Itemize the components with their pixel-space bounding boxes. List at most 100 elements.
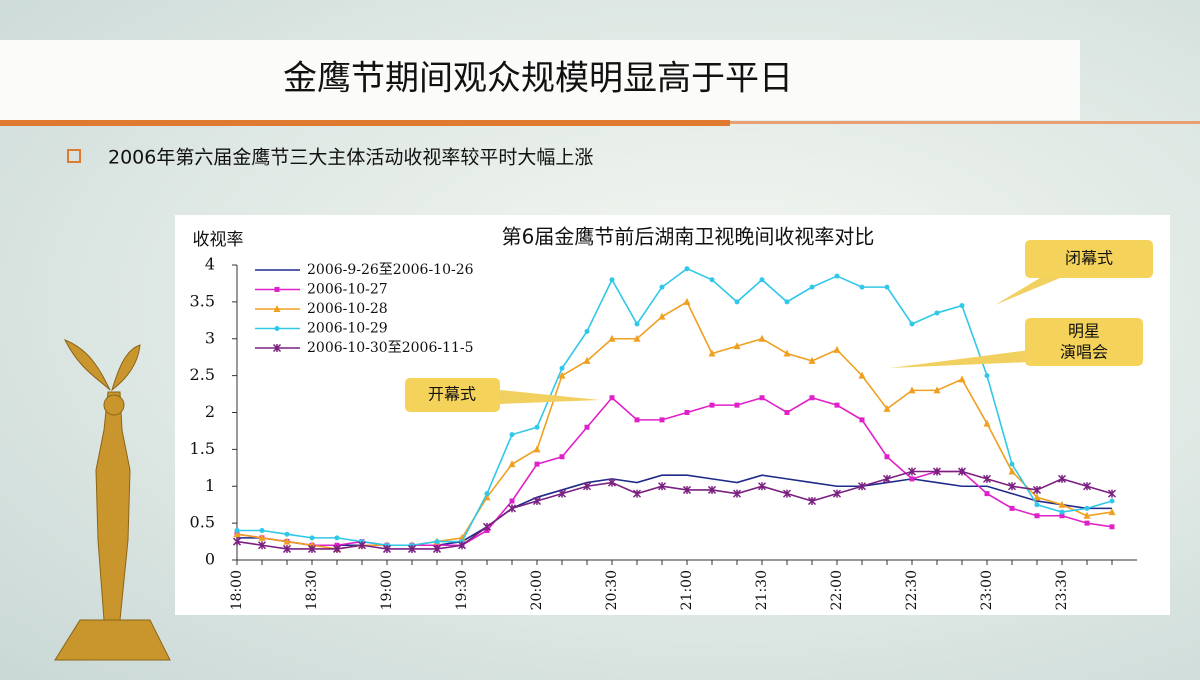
point xyxy=(1108,508,1116,516)
point xyxy=(1083,511,1091,519)
point xyxy=(782,489,792,498)
point xyxy=(658,312,666,320)
point xyxy=(734,299,740,305)
callout-text: 闭幕式 xyxy=(1065,249,1113,268)
point xyxy=(1058,500,1066,508)
point xyxy=(457,541,467,550)
point xyxy=(258,533,266,541)
x-tick-label: 18:00 xyxy=(229,570,245,610)
point xyxy=(657,482,667,491)
title-rule-thin xyxy=(730,121,1200,124)
point xyxy=(1107,489,1117,498)
point xyxy=(334,535,340,541)
chart-title: 第6届金鹰节前后湖南卫视晚间收视率对比 xyxy=(502,225,875,249)
point xyxy=(859,417,865,423)
point xyxy=(734,402,740,408)
point xyxy=(708,349,716,357)
point xyxy=(509,498,515,504)
point xyxy=(534,424,540,430)
point xyxy=(733,342,741,350)
y-tick-label: 2.5 xyxy=(190,365,215,384)
point xyxy=(584,424,590,430)
point xyxy=(1082,482,1092,491)
point xyxy=(232,537,242,546)
point xyxy=(907,467,917,476)
point xyxy=(857,482,867,491)
point xyxy=(609,277,615,283)
point xyxy=(659,417,665,423)
point xyxy=(1084,520,1090,526)
point xyxy=(984,373,990,379)
point xyxy=(682,485,692,494)
point xyxy=(909,321,915,327)
y-axis-label: 收视率 xyxy=(193,230,244,250)
point xyxy=(1109,524,1115,530)
point xyxy=(984,491,990,497)
legend-label: 2006-10-27 xyxy=(307,282,388,298)
point xyxy=(983,419,991,427)
point xyxy=(583,356,591,364)
point xyxy=(432,544,442,553)
point xyxy=(559,454,565,460)
point xyxy=(559,365,565,371)
point xyxy=(1008,467,1016,475)
legend-label: 2006-9-26至2006-10-26 xyxy=(307,262,474,278)
point xyxy=(908,386,916,394)
callout-text: 明星 xyxy=(1068,322,1100,341)
point xyxy=(784,410,790,415)
point xyxy=(632,489,642,498)
point xyxy=(532,496,542,506)
point xyxy=(932,467,942,476)
point xyxy=(634,321,640,327)
point xyxy=(482,522,492,531)
point xyxy=(934,310,940,316)
point xyxy=(884,284,890,290)
point xyxy=(534,461,540,467)
point xyxy=(307,544,317,553)
point xyxy=(832,489,842,498)
point xyxy=(607,478,617,487)
point xyxy=(883,404,891,412)
x-tick-label: 18:30 xyxy=(304,570,320,610)
callout-pointer xyxy=(890,350,1030,368)
y-tick-label: 0 xyxy=(205,550,215,569)
point xyxy=(884,454,890,460)
point xyxy=(509,432,515,438)
point xyxy=(257,541,267,550)
point xyxy=(909,476,915,482)
point xyxy=(709,277,715,283)
point xyxy=(332,544,342,553)
point xyxy=(484,491,490,497)
point xyxy=(659,284,665,290)
point xyxy=(283,537,291,545)
point xyxy=(1109,498,1115,504)
point xyxy=(707,485,717,494)
point xyxy=(759,395,765,401)
point xyxy=(1009,505,1015,511)
point xyxy=(557,489,567,498)
point xyxy=(558,371,566,379)
point xyxy=(958,375,966,383)
trophy xyxy=(54,339,171,661)
point xyxy=(434,539,440,545)
point xyxy=(1084,505,1090,511)
callout-pointer xyxy=(995,278,1060,305)
point xyxy=(533,445,541,453)
y-tick-label: 0.5 xyxy=(190,513,215,532)
y-tick-label: 2 xyxy=(205,402,215,421)
point xyxy=(732,489,742,498)
y-tick-label: 3.5 xyxy=(190,291,215,310)
title-rule xyxy=(0,120,730,126)
point xyxy=(507,504,517,513)
point xyxy=(858,371,866,379)
y-tick-label: 1.5 xyxy=(190,439,215,458)
point xyxy=(957,467,967,476)
point xyxy=(959,303,965,309)
point xyxy=(309,535,315,541)
point xyxy=(882,474,892,483)
point xyxy=(684,266,690,272)
point xyxy=(233,530,241,538)
point xyxy=(259,528,265,533)
point xyxy=(608,334,616,342)
point xyxy=(833,345,841,353)
